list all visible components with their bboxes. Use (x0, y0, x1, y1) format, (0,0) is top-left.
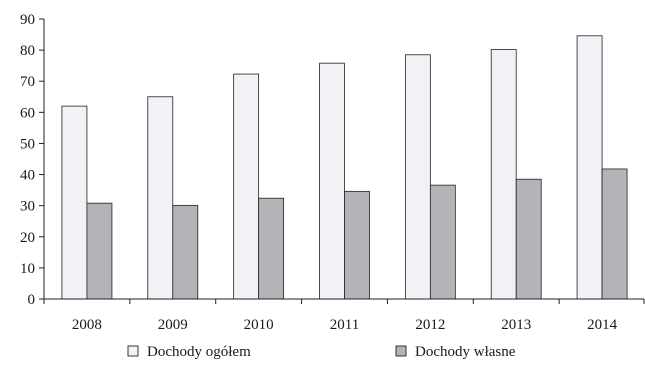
y-tick-label: 10 (20, 261, 35, 277)
legend-swatch-dochody-wlasne (395, 345, 407, 357)
y-tick-label: 90 (20, 12, 35, 28)
x-tick-label: 2014 (587, 317, 618, 333)
x-tick-label: 2013 (501, 317, 531, 333)
bar-dochody-wlasne (601, 168, 628, 300)
y-tick-label: 40 (20, 168, 35, 184)
bar-dochody-wlasne (258, 197, 285, 300)
bar-dochody-wlasne (344, 190, 370, 300)
legend: Dochody ogółem Dochody własne (127, 344, 516, 360)
x-tick-label: 2010 (244, 317, 274, 333)
y-tick-label: 30 (20, 199, 35, 215)
bar-dochody-wlasne (172, 204, 199, 300)
y-tick-label: 70 (20, 74, 35, 90)
bar-dochody-ogolem (147, 96, 174, 300)
y-tick-label: 20 (20, 230, 35, 246)
legend-swatch-dochody-ogolem (127, 345, 139, 357)
bars (61, 35, 628, 300)
y-tick-label: 80 (20, 43, 35, 59)
bar-dochody-ogolem (490, 49, 517, 300)
bar-dochody-ogolem (233, 73, 260, 300)
legend-label-dochody-wlasne: Dochody własne (415, 344, 516, 360)
y-tick-label: 50 (20, 136, 35, 152)
legend-label-dochody-ogolem: Dochody ogółem (147, 344, 251, 360)
x-tick-label: 2008 (72, 317, 102, 333)
bar-dochody-ogolem (404, 54, 431, 300)
y-tick-label: 60 (20, 105, 35, 121)
bar-dochody-ogolem (576, 35, 603, 300)
x-tick-label: 2009 (158, 317, 188, 333)
x-tick-label: 2011 (330, 317, 359, 333)
bar-dochody-wlasne (429, 184, 456, 300)
bar-dochody-ogolem (61, 105, 88, 300)
x-tick-label: 2012 (415, 317, 445, 333)
y-tick-label: 0 (28, 292, 36, 308)
x-axis-ticks: 2008 2009 2010 2011 2012 2013 2014 (43, 299, 645, 333)
y-axis-ticks: 0 10 20 30 40 50 60 70 80 90 (20, 12, 44, 308)
bar-dochody-wlasne (86, 202, 113, 300)
bar-dochody-ogolem (319, 62, 345, 300)
bar-dochody-wlasne (515, 178, 542, 300)
